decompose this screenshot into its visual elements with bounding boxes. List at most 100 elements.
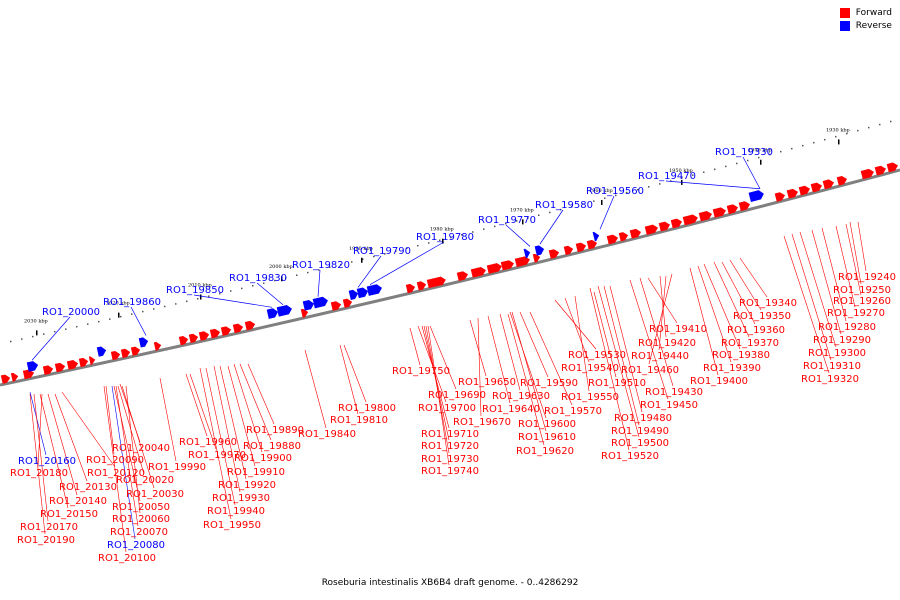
scale-dot [439, 239, 441, 241]
scale-dot [472, 231, 474, 233]
scale-dot [296, 274, 298, 277]
tick-mark [118, 312, 120, 318]
gene-label-forward: RO1_19620 [516, 446, 574, 457]
scale-dot [692, 174, 694, 176]
scale-dot [857, 129, 859, 132]
scale-dot [142, 310, 144, 313]
scale-dot [879, 123, 881, 126]
leader-line [783, 235, 830, 374]
scale-dot [186, 300, 188, 303]
gene-label-forward: RO1_19370 [721, 338, 779, 349]
gene-label-forward: RO1_19520 [601, 451, 659, 462]
gene-label-reverse: RO1_20160 [18, 456, 76, 467]
leader-line [845, 223, 862, 296]
scale-dot [43, 333, 45, 335]
leader-line [219, 365, 247, 480]
leader-line [239, 363, 272, 441]
scale-dot [505, 222, 507, 225]
scale-dot [362, 258, 364, 261]
gene-label-forward: RO1_19350 [733, 311, 791, 322]
forward-gene [66, 360, 79, 370]
leader-line [409, 327, 421, 366]
leader-line [427, 325, 450, 466]
gene-label-forward: RO1_19700 [418, 403, 476, 414]
leader-line [189, 373, 217, 450]
leader-line [429, 325, 457, 390]
tick-label: 2030 kbp [24, 318, 48, 324]
tick-mark [200, 294, 202, 300]
forward-gene [563, 245, 574, 256]
gene-label-forward: RO1_19800 [338, 403, 396, 414]
gene-label-forward: RO1_20150 [40, 509, 98, 520]
leader-line [742, 156, 761, 189]
forward-gene [586, 239, 598, 250]
gene-label-forward: RO1_19720 [421, 441, 479, 452]
leader-line [29, 391, 47, 456]
leader-line [103, 385, 127, 553]
gene-label-reverse: RO1_19820 [292, 260, 350, 271]
forward-gene [860, 168, 874, 180]
forward-gene [629, 228, 642, 239]
gene-label-forward: RO1_19530 [568, 350, 626, 361]
gene-label-forward: RO1_19490 [611, 426, 669, 437]
leader-line [317, 269, 321, 297]
reverse-gene [312, 296, 328, 309]
gene-label-forward: RO1_19840 [298, 429, 356, 440]
leader-line [599, 195, 615, 230]
leader-lines [29, 156, 867, 553]
gene-label-forward: RO1_19460 [621, 365, 679, 376]
forward-gene [0, 374, 11, 384]
leader-line [477, 317, 482, 417]
tick-mark [361, 257, 363, 263]
gene-label-forward: RO1_19930 [212, 493, 270, 504]
leader-line [849, 221, 862, 285]
gene-label-forward: RO1_19810 [330, 415, 388, 426]
gene-label-forward: RO1_19710 [421, 429, 479, 440]
tick-labels: 2030 kbp 2020 kbp 2010 kbp 2000 kbp 1990 kbp… [24, 127, 850, 324]
gene-label-forward: RO1_19940 [207, 506, 265, 517]
reverse-gene [366, 284, 382, 296]
leader-line [554, 299, 597, 350]
forward-gene [874, 165, 887, 176]
tick-label: 2010 kbp [188, 283, 212, 289]
gene-label-reverse: RO1_19330 [715, 147, 773, 158]
scale-dot [659, 183, 661, 185]
leader-line [739, 257, 768, 298]
scale-dot [175, 303, 177, 305]
tick-label: 1950 kbp [669, 168, 693, 174]
gene-label-reverse: RO1_19780 [416, 232, 474, 243]
leader-line [589, 287, 630, 451]
forward-gene [178, 335, 189, 346]
gene-label-forward: RO1_19480 [614, 413, 672, 424]
scale-dot [164, 305, 166, 308]
gene-label-forward: RO1_19310 [803, 361, 861, 372]
gene-label-forward: RO1_20180 [10, 468, 68, 479]
leader-line [509, 311, 547, 419]
leader-line [539, 209, 564, 245]
gene-label-forward: RO1_19390 [703, 363, 761, 374]
gene-label-reverse: RO1_19470 [638, 171, 696, 182]
gene-arrows [0, 162, 899, 384]
scale-dot [780, 150, 782, 153]
scale-dot [10, 340, 12, 343]
gene-label-forward: RO1_19570 [544, 406, 602, 417]
tick-mark [838, 139, 840, 145]
scale-dot [252, 285, 254, 287]
reverse-gene [276, 305, 292, 317]
gene-label-forward: RO1_19890 [246, 425, 304, 436]
forward-gene [42, 365, 54, 375]
leader-line [369, 241, 445, 285]
scale-dot [791, 147, 793, 150]
forward-gene [618, 232, 629, 242]
gene-label-reverse: RO1_19850 [166, 285, 224, 296]
leader-line [665, 180, 761, 190]
scale-dot [76, 325, 78, 328]
leader-line [31, 316, 71, 361]
scale-dot [681, 177, 683, 179]
gene-label-forward: RO1_19640 [482, 404, 540, 415]
scale-dot [868, 126, 870, 129]
forward-gene [300, 308, 309, 318]
gene-label-forward: RO1_19540 [561, 363, 619, 374]
